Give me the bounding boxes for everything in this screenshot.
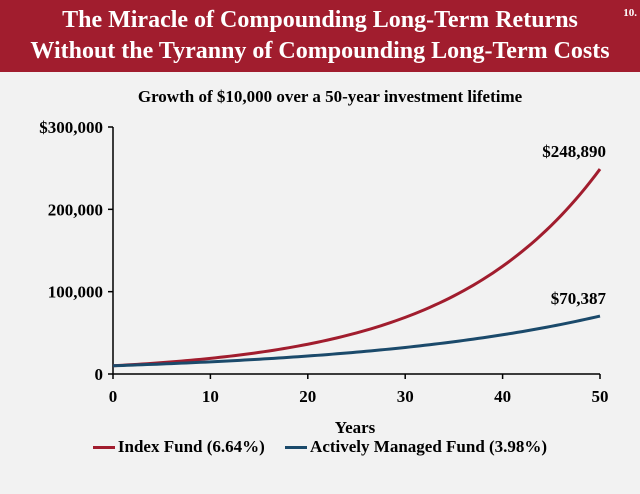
end-value-label: $70,387	[551, 289, 607, 308]
legend-item-index-fund: Index Fund (6.64%)	[92, 437, 265, 457]
x-tick-label: 20	[299, 387, 316, 406]
y-tick-label: 100,000	[48, 283, 103, 302]
series-lines	[112, 168, 602, 368]
x-tick-label: 40	[494, 387, 511, 406]
legend-label-index-fund: Index Fund (6.64%)	[117, 437, 265, 457]
x-tick-label: 0	[109, 387, 118, 406]
y-tick-label: 0	[95, 365, 104, 384]
title-banner: The Miracle of Compounding Long-Term Ret…	[0, 0, 640, 72]
end-labels: $248,890 $70,387	[542, 142, 606, 308]
x-axis-label: Years	[335, 418, 376, 437]
axes: 0 100,000 200,000 $300,000 0 10 20 30 40 50	[39, 118, 608, 406]
x-tick-label: 50	[592, 387, 609, 406]
title-line-1: The Miracle of Compounding Long-Term Ret…	[62, 7, 578, 33]
legend-swatch-active-fund	[285, 445, 308, 449]
legend-label-active-fund: Actively Managed Fund (3.98%)	[310, 437, 548, 457]
end-value-label: $248,890	[542, 142, 606, 161]
line-chart: Growth of $10,000 over a 50-year investm…	[39, 87, 608, 437]
legend: Index Fund (6.64%) Actively Managed Fund…	[0, 436, 640, 460]
x-tick-label: 30	[397, 387, 414, 406]
slide-number: 10.	[623, 7, 637, 19]
chart-area: Growth of $10,000 over a 50-year investm…	[0, 72, 640, 489]
y-tick-label: $300,000	[39, 118, 103, 137]
title-line-2: Without the Tyranny of Compounding Long-…	[30, 38, 610, 64]
x-tick-label: 10	[202, 387, 219, 406]
legend-item-active-fund: Actively Managed Fund (3.98%)	[285, 437, 547, 457]
series-line-1	[112, 314, 601, 368]
series-line-0	[112, 168, 602, 368]
chart-title: Growth of $10,000 over a 50-year investm…	[138, 87, 523, 106]
legend-swatch-index-fund	[92, 445, 115, 449]
y-tick-label: 200,000	[48, 200, 103, 219]
